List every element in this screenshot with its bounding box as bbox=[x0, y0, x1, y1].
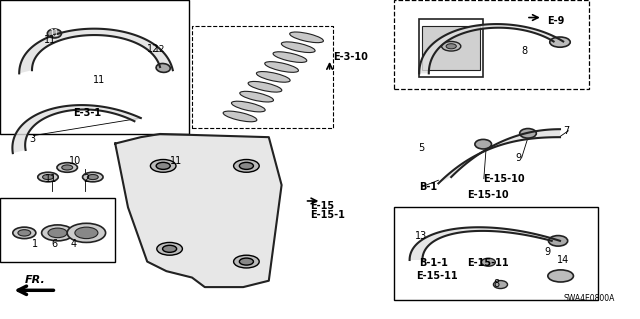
Ellipse shape bbox=[62, 165, 73, 170]
Polygon shape bbox=[19, 29, 173, 73]
Text: 12: 12 bbox=[147, 44, 160, 55]
Circle shape bbox=[239, 258, 253, 265]
Text: 5: 5 bbox=[418, 143, 424, 153]
Text: 13: 13 bbox=[415, 231, 428, 241]
Ellipse shape bbox=[38, 172, 58, 182]
Ellipse shape bbox=[67, 223, 106, 242]
Text: 12: 12 bbox=[154, 45, 165, 54]
Ellipse shape bbox=[156, 63, 170, 72]
Text: 2: 2 bbox=[83, 174, 90, 184]
Text: FR.: FR. bbox=[25, 275, 45, 285]
Ellipse shape bbox=[442, 41, 461, 51]
Text: B-1-1: B-1-1 bbox=[419, 258, 448, 268]
Text: 7: 7 bbox=[563, 126, 570, 136]
Ellipse shape bbox=[87, 174, 99, 180]
Ellipse shape bbox=[42, 225, 74, 241]
Ellipse shape bbox=[475, 139, 492, 149]
Circle shape bbox=[163, 245, 177, 252]
Text: E-15-11: E-15-11 bbox=[416, 271, 458, 281]
Ellipse shape bbox=[257, 71, 290, 82]
Text: E-9: E-9 bbox=[547, 16, 564, 26]
Text: E-15: E-15 bbox=[310, 201, 335, 211]
Ellipse shape bbox=[548, 235, 568, 246]
Circle shape bbox=[234, 160, 259, 172]
Polygon shape bbox=[115, 134, 282, 287]
Text: 8: 8 bbox=[522, 46, 528, 56]
Ellipse shape bbox=[48, 228, 67, 238]
Text: B-1: B-1 bbox=[419, 182, 437, 192]
Ellipse shape bbox=[493, 281, 508, 288]
Text: E-15-10: E-15-10 bbox=[483, 174, 525, 184]
Text: E-15-10: E-15-10 bbox=[467, 189, 509, 200]
Text: 1: 1 bbox=[32, 239, 38, 249]
Text: E-15-1: E-15-1 bbox=[310, 210, 345, 220]
Ellipse shape bbox=[248, 81, 282, 92]
Text: 11: 11 bbox=[170, 156, 182, 166]
Text: E-3-10: E-3-10 bbox=[333, 52, 367, 63]
Bar bbox=[394, 207, 598, 300]
Ellipse shape bbox=[481, 258, 495, 266]
Text: 10: 10 bbox=[69, 156, 82, 166]
Bar bbox=[0, 0, 189, 134]
Ellipse shape bbox=[520, 129, 536, 138]
Bar bbox=[422, 26, 480, 70]
Ellipse shape bbox=[273, 52, 307, 63]
Ellipse shape bbox=[13, 227, 36, 239]
Ellipse shape bbox=[548, 270, 573, 282]
Circle shape bbox=[156, 162, 170, 169]
Ellipse shape bbox=[75, 227, 98, 239]
Text: 4: 4 bbox=[70, 239, 77, 249]
Text: SWA4E0800A: SWA4E0800A bbox=[563, 294, 614, 303]
Text: 8: 8 bbox=[493, 279, 499, 289]
Circle shape bbox=[150, 160, 176, 172]
Text: E-3-1: E-3-1 bbox=[74, 108, 102, 118]
Ellipse shape bbox=[223, 111, 257, 122]
Text: 3: 3 bbox=[29, 134, 35, 144]
Text: 11: 11 bbox=[44, 35, 56, 45]
Bar bbox=[394, 0, 589, 89]
Text: 11: 11 bbox=[93, 75, 106, 85]
Polygon shape bbox=[438, 129, 560, 183]
Ellipse shape bbox=[290, 32, 323, 43]
Ellipse shape bbox=[550, 37, 570, 47]
Ellipse shape bbox=[18, 230, 31, 236]
Ellipse shape bbox=[446, 44, 456, 49]
Text: E-15-11: E-15-11 bbox=[467, 258, 509, 268]
Polygon shape bbox=[12, 105, 141, 153]
Ellipse shape bbox=[232, 101, 265, 112]
Polygon shape bbox=[410, 227, 560, 260]
Ellipse shape bbox=[42, 174, 54, 180]
Text: 9: 9 bbox=[544, 247, 550, 257]
Circle shape bbox=[234, 255, 259, 268]
Circle shape bbox=[239, 162, 253, 169]
Polygon shape bbox=[419, 24, 563, 73]
Ellipse shape bbox=[47, 29, 61, 38]
Text: 9: 9 bbox=[515, 153, 522, 163]
Text: 14: 14 bbox=[557, 255, 570, 265]
Ellipse shape bbox=[240, 91, 273, 102]
Text: 6: 6 bbox=[51, 239, 58, 249]
Text: 11: 11 bbox=[50, 29, 59, 38]
Ellipse shape bbox=[265, 62, 298, 72]
Ellipse shape bbox=[282, 42, 315, 53]
Circle shape bbox=[157, 242, 182, 255]
Ellipse shape bbox=[57, 163, 77, 172]
Bar bbox=[419, 19, 483, 77]
Bar bbox=[0, 198, 115, 262]
Text: 11: 11 bbox=[45, 174, 58, 184]
Ellipse shape bbox=[83, 172, 103, 182]
